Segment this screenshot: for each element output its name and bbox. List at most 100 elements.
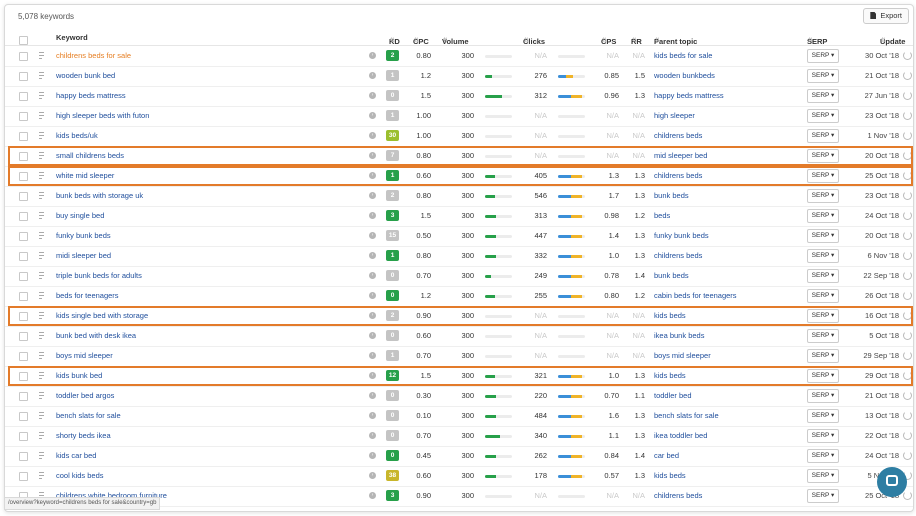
keyword-link[interactable]: buy single bed [56, 211, 105, 220]
parent-topic-link[interactable]: kids beds [654, 371, 686, 380]
parent-topic-link[interactable]: childrens beds [654, 131, 703, 140]
serp-dropdown-button[interactable]: SERP ▾ [807, 449, 839, 463]
parent-topic-link[interactable]: bench slats for sale [654, 411, 719, 420]
add-to-list-icon[interactable] [39, 432, 46, 439]
parent-topic-link[interactable]: happy beds mattress [654, 91, 724, 100]
col-keyword[interactable]: Keyword [56, 33, 88, 42]
keyword-link[interactable]: kids car bed [56, 451, 97, 460]
serp-dropdown-button[interactable]: SERP ▾ [807, 409, 839, 423]
parent-topic-link[interactable]: ikea bunk beds [654, 331, 705, 340]
serp-dropdown-button[interactable]: SERP ▾ [807, 89, 839, 103]
keyword-link[interactable]: beds for teenagers [56, 291, 119, 300]
keyword-link[interactable]: bunk bed with desk ikea [56, 331, 137, 340]
row-checkbox[interactable] [19, 432, 28, 441]
refresh-icon[interactable] [903, 491, 912, 500]
add-to-list-icon[interactable] [39, 352, 46, 359]
refresh-icon[interactable] [903, 391, 912, 400]
keyword-info-icon[interactable]: › [369, 72, 376, 79]
parent-topic-link[interactable]: kids beds for sale [654, 51, 713, 60]
add-to-list-icon[interactable] [39, 412, 46, 419]
parent-topic-link[interactable]: cabin beds for teenagers [654, 291, 737, 300]
keyword-link[interactable]: cool kids beds [56, 471, 104, 480]
keyword-link[interactable]: small childrens beds [56, 151, 124, 160]
serp-dropdown-button[interactable]: SERP ▾ [807, 49, 839, 63]
serp-dropdown-button[interactable]: SERP ▾ [807, 249, 839, 263]
serp-dropdown-button[interactable]: SERP ▾ [807, 189, 839, 203]
parent-topic-link[interactable]: boys mid sleeper [654, 351, 711, 360]
serp-dropdown-button[interactable]: SERP ▾ [807, 349, 839, 363]
refresh-icon[interactable] [903, 291, 912, 300]
keyword-link[interactable]: childrens beds for sale [56, 51, 132, 60]
serp-dropdown-button[interactable]: SERP ▾ [807, 169, 839, 183]
parent-topic-link[interactable]: kids beds [654, 471, 686, 480]
keyword-info-icon[interactable]: › [369, 432, 376, 439]
parent-topic-link[interactable]: funky bunk beds [654, 231, 709, 240]
keyword-info-icon[interactable]: › [369, 192, 376, 199]
row-checkbox[interactable] [19, 52, 28, 61]
row-checkbox[interactable] [19, 232, 28, 241]
row-checkbox[interactable] [19, 352, 28, 361]
refresh-icon[interactable] [903, 271, 912, 280]
add-to-list-icon[interactable] [39, 472, 46, 479]
row-checkbox[interactable] [19, 212, 28, 221]
keyword-link[interactable]: toddler bed argos [56, 391, 115, 400]
add-to-list-icon[interactable] [39, 132, 46, 139]
keyword-info-icon[interactable]: › [369, 372, 376, 379]
keyword-info-icon[interactable]: › [369, 132, 376, 139]
parent-topic-link[interactable]: bunk beds [654, 271, 689, 280]
keyword-link[interactable]: wooden bunk bed [56, 71, 116, 80]
row-checkbox[interactable] [19, 92, 28, 101]
refresh-icon[interactable] [903, 211, 912, 220]
serp-dropdown-button[interactable]: SERP ▾ [807, 309, 839, 323]
serp-dropdown-button[interactable]: SERP ▾ [807, 69, 839, 83]
keyword-info-icon[interactable]: › [369, 492, 376, 499]
add-to-list-icon[interactable] [39, 152, 46, 159]
refresh-icon[interactable] [903, 111, 912, 120]
row-checkbox[interactable] [19, 392, 28, 401]
keyword-link[interactable]: bench slats for sale [56, 411, 121, 420]
row-checkbox[interactable] [19, 132, 28, 141]
keyword-link[interactable]: kids beds/uk [56, 131, 98, 140]
refresh-icon[interactable] [903, 91, 912, 100]
keyword-info-icon[interactable]: › [369, 152, 376, 159]
parent-topic-link[interactable]: bunk beds [654, 191, 689, 200]
add-to-list-icon[interactable] [39, 112, 46, 119]
keyword-link[interactable]: midi sleeper bed [56, 251, 112, 260]
parent-topic-link[interactable]: ikea toddler bed [654, 431, 708, 440]
keyword-link[interactable]: funky bunk beds [56, 231, 111, 240]
refresh-icon[interactable] [903, 191, 912, 200]
refresh-icon[interactable] [903, 331, 912, 340]
add-to-list-icon[interactable] [39, 272, 46, 279]
keyword-info-icon[interactable]: › [369, 252, 376, 259]
refresh-icon[interactable] [903, 311, 912, 320]
keyword-link[interactable]: kids bunk bed [56, 371, 103, 380]
add-to-list-icon[interactable] [39, 332, 46, 339]
row-checkbox[interactable] [19, 472, 28, 481]
keyword-info-icon[interactable]: › [369, 212, 376, 219]
serp-dropdown-button[interactable]: SERP ▾ [807, 149, 839, 163]
keyword-info-icon[interactable]: › [369, 352, 376, 359]
serp-dropdown-button[interactable]: SERP ▾ [807, 269, 839, 283]
keyword-info-icon[interactable]: › [369, 452, 376, 459]
parent-topic-link[interactable]: wooden bunkbeds [654, 71, 715, 80]
keyword-link[interactable]: kids single bed with storage [56, 311, 149, 320]
add-to-list-icon[interactable] [39, 232, 46, 239]
refresh-icon[interactable] [903, 251, 912, 260]
refresh-icon[interactable] [903, 51, 912, 60]
parent-topic-link[interactable]: childrens beds [654, 491, 703, 500]
parent-topic-link[interactable]: high sleeper [654, 111, 695, 120]
serp-dropdown-button[interactable]: SERP ▾ [807, 389, 839, 403]
keyword-link[interactable]: bunk beds with storage uk [56, 191, 144, 200]
keyword-info-icon[interactable]: › [369, 272, 376, 279]
row-checkbox[interactable] [19, 72, 28, 81]
keyword-info-icon[interactable]: › [369, 232, 376, 239]
refresh-icon[interactable] [903, 71, 912, 80]
add-to-list-icon[interactable] [39, 392, 46, 399]
add-to-list-icon[interactable] [39, 312, 46, 319]
parent-topic-link[interactable]: childrens beds [654, 171, 703, 180]
keyword-info-icon[interactable]: › [369, 292, 376, 299]
parent-topic-link[interactable]: childrens beds [654, 251, 703, 260]
add-to-list-icon[interactable] [39, 52, 46, 59]
parent-topic-link[interactable]: kids beds [654, 311, 686, 320]
keyword-info-icon[interactable]: › [369, 412, 376, 419]
